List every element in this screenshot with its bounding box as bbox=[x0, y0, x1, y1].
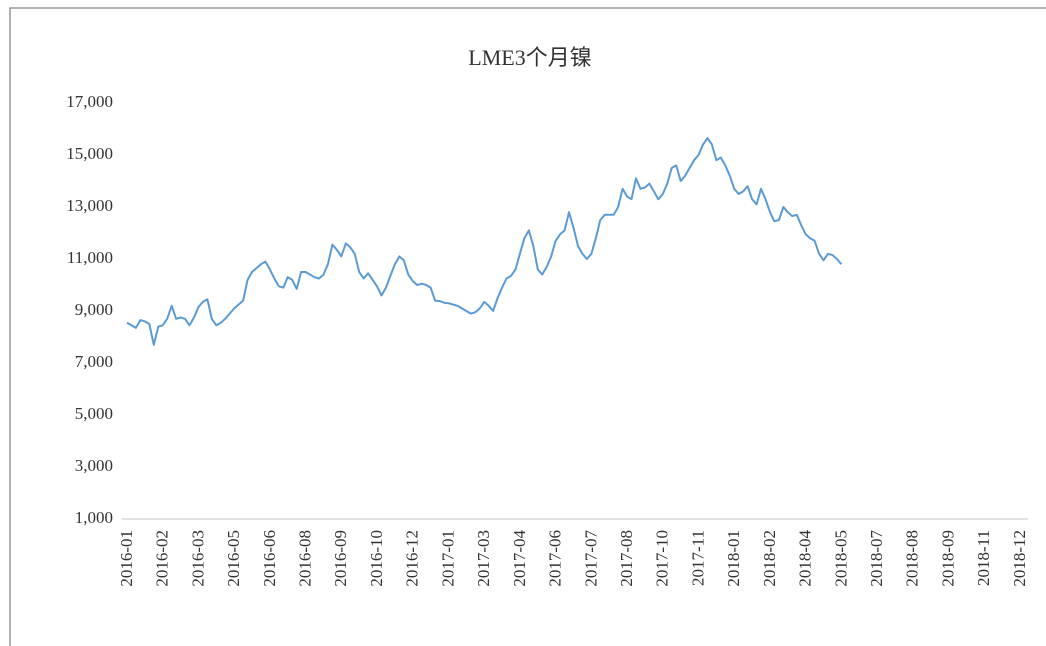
x-tick-label: 2018-01 bbox=[724, 530, 743, 587]
x-tick-label: 2018-05 bbox=[831, 530, 850, 587]
x-tick-label: 2016-08 bbox=[296, 530, 315, 587]
x-tick-label: 2017-06 bbox=[546, 530, 565, 587]
y-tick-label: 11,000 bbox=[67, 248, 113, 267]
x-tick-label: 2016-01 bbox=[117, 530, 136, 587]
chart-frame bbox=[9, 7, 1046, 646]
y-tick-label: 5,000 bbox=[75, 404, 113, 423]
x-tick-label: 2017-01 bbox=[438, 530, 457, 587]
x-tick-label: 2018-04 bbox=[796, 530, 815, 587]
line-series bbox=[126, 137, 843, 346]
x-tick-label: 2017-07 bbox=[581, 530, 600, 587]
y-tick-label: 13,000 bbox=[66, 196, 113, 215]
x-tick-label: 2016-06 bbox=[260, 530, 279, 587]
x-tick-label: 2017-03 bbox=[474, 530, 493, 587]
chart-title: LME3个月镍 bbox=[468, 45, 591, 70]
x-tick-label: 2016-05 bbox=[224, 530, 243, 587]
x-tick-label: 2017-10 bbox=[653, 530, 672, 587]
x-tick-label: 2016-10 bbox=[367, 530, 386, 587]
x-tick-label: 2018-07 bbox=[867, 530, 886, 587]
x-tick-label: 2017-11 bbox=[688, 530, 707, 586]
x-tick-label: 2016-12 bbox=[403, 530, 422, 587]
y-tick-label: 3,000 bbox=[75, 456, 113, 475]
x-tick-label: 2018-12 bbox=[1010, 530, 1029, 587]
x-tick-label: 2018-09 bbox=[938, 530, 957, 587]
x-tick-label: 2016-03 bbox=[188, 530, 207, 587]
x-tick-label: 2017-04 bbox=[510, 530, 529, 587]
x-tick-label: 2018-02 bbox=[760, 530, 779, 587]
y-tick-label: 15,000 bbox=[66, 144, 113, 163]
x-tick-label: 2018-08 bbox=[903, 530, 922, 587]
x-tick-label: 2016-02 bbox=[153, 530, 172, 587]
x-tick-label: 2018-11 bbox=[974, 530, 993, 586]
y-tick-label: 17,000 bbox=[66, 92, 113, 111]
y-tick-label: 1,000 bbox=[75, 508, 113, 527]
y-tick-label: 9,000 bbox=[75, 300, 113, 319]
x-tick-label: 2016-09 bbox=[331, 530, 350, 587]
y-tick-label: 7,000 bbox=[75, 352, 113, 371]
x-tick-label: 2017-08 bbox=[617, 530, 636, 587]
